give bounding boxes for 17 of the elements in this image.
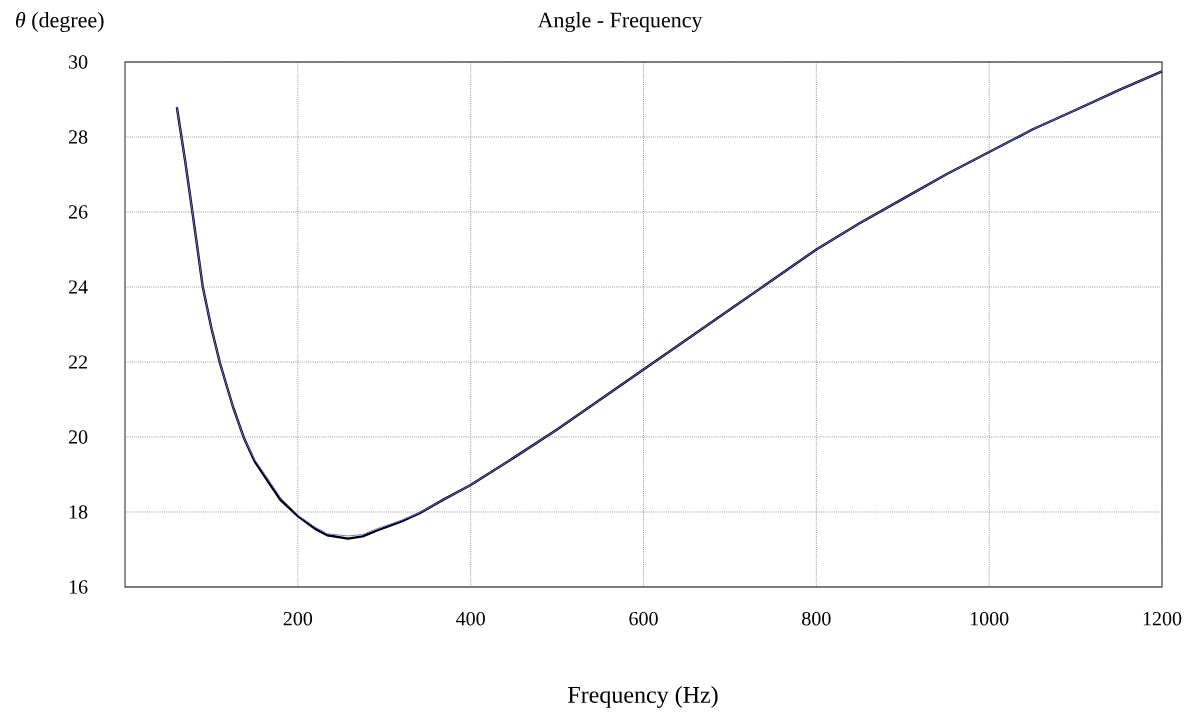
x-tick-label: 400 [456, 611, 485, 626]
y-tick-label: 28 [68, 130, 88, 144]
x-tick-label: 600 [629, 611, 658, 626]
x-tick-label: 800 [802, 611, 831, 626]
y-tick-label: 18 [69, 505, 88, 519]
y-tick-label: 20 [68, 430, 88, 444]
y-tick-label: 26 [68, 205, 88, 219]
x-tick-label: 1200 [1143, 611, 1182, 626]
chart-title: Angle - Frequency [537, 11, 703, 32]
x-axis-title: Frequency (Hz) [568, 686, 718, 708]
y-tick-label: 22 [68, 355, 87, 369]
y-tick-label: 16 [69, 580, 88, 594]
x-tick-label: 200 [283, 611, 313, 626]
y-tick-label: 30 [69, 55, 88, 69]
y-tick-label: 24 [68, 280, 88, 294]
x-tick-label: 1000 [970, 611, 1009, 626]
y-axis-title: θ (degree) [16, 11, 104, 33]
